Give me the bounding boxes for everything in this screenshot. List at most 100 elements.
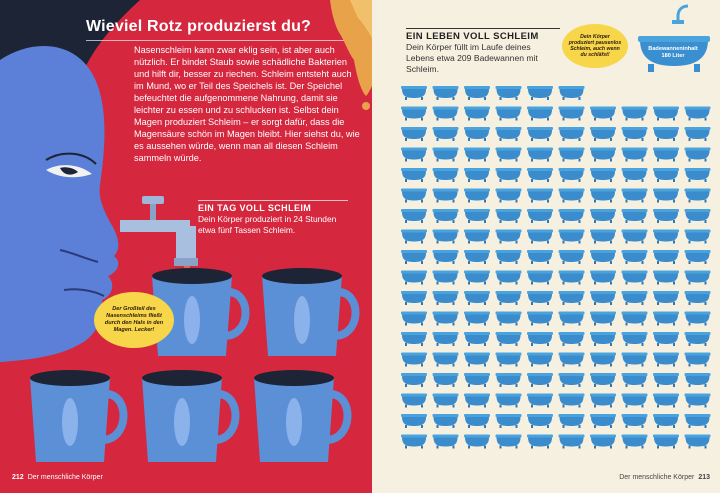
cup-5	[254, 370, 352, 462]
bathtub-icon	[464, 393, 490, 408]
bathtub-icon	[464, 86, 490, 100]
bathtub-icon	[558, 127, 585, 141]
bathtub-icon	[590, 209, 616, 223]
intro-paragraph: Nasenschleim kann zwar eklig sein, ist a…	[134, 45, 360, 163]
bathtub-icon	[590, 229, 616, 244]
bathtub-icon	[432, 352, 459, 367]
bathtub-icon	[621, 373, 648, 387]
bathtub-icon	[590, 127, 616, 141]
bathtub-icon	[495, 106, 522, 121]
bathtub-icon	[401, 106, 427, 121]
bathtub-icon	[527, 393, 553, 408]
bathtub-icon	[653, 106, 679, 121]
bathtub-icon	[527, 127, 553, 141]
cup-2	[262, 268, 360, 356]
speech-bubble: Dein Körper produziert pausenlos Schleim…	[562, 24, 628, 68]
bathtub-icon	[621, 414, 648, 428]
bathtub-icon	[621, 127, 648, 141]
bathtub-icon	[464, 168, 490, 182]
bathtub-icon	[684, 127, 711, 141]
bathtub-icon	[527, 168, 553, 182]
bathtub-icon	[464, 291, 490, 305]
bathtub-icon	[558, 86, 585, 100]
page-number: 213	[698, 474, 710, 481]
bathtub-icon	[464, 352, 490, 367]
bathtub-icon	[684, 373, 711, 387]
bathtub-icon	[432, 127, 459, 141]
bathtub-icon	[527, 86, 553, 100]
bathtub-icon	[432, 250, 459, 264]
bathtub-icon	[558, 188, 585, 203]
bathtub-icon	[653, 332, 679, 346]
bathtub-icon	[621, 291, 648, 305]
bathtub-icon	[464, 434, 490, 449]
bathtub-icon	[495, 434, 522, 449]
bathtub-icon	[684, 147, 711, 162]
cup-3	[30, 370, 128, 462]
bathtub-icon	[653, 147, 679, 162]
bathtub-icon	[401, 86, 427, 100]
bathtub-icon	[527, 188, 553, 203]
bathtub-icon	[684, 434, 711, 449]
bathtub-icon	[432, 434, 459, 449]
bathtub-icon	[590, 352, 616, 367]
bathtub-icon	[495, 127, 522, 141]
bathtub-icon	[527, 414, 553, 428]
bathtub-icon	[653, 291, 679, 305]
bathtub-icon	[558, 434, 585, 449]
face-illustration	[0, 0, 140, 363]
bathtub-icon	[495, 250, 522, 264]
bathtub-icon	[464, 332, 490, 346]
bathtub-icon	[401, 209, 427, 223]
bathtub-icon	[621, 168, 648, 182]
bathtub-icon	[464, 270, 490, 285]
bathtub-icon	[464, 229, 490, 244]
bathtub-icon	[401, 229, 427, 244]
bathtub-icon	[495, 393, 522, 408]
bathtub-icon	[401, 127, 427, 141]
bathtub-icon	[684, 393, 711, 408]
bathtub-icon	[684, 414, 711, 428]
bathtub-icon	[432, 311, 459, 326]
bathtub-icon	[401, 168, 427, 182]
bathtub-icon	[464, 106, 490, 121]
bathtub-icon	[653, 393, 679, 408]
bathtub-icon	[558, 270, 585, 285]
bathtub-icon	[558, 352, 585, 367]
bathtub-icon	[527, 332, 553, 346]
bathtub-icon	[653, 352, 679, 367]
bathtub-icon	[432, 414, 459, 428]
bathtub-icon	[432, 86, 459, 100]
bathtub-icon	[621, 106, 648, 121]
bathtub-icon	[401, 270, 427, 285]
bathtub-icon	[621, 147, 648, 162]
bathtub-icon	[684, 209, 711, 223]
cups-illustration	[30, 196, 360, 462]
bathtub-icon	[464, 127, 490, 141]
bathtub-icon	[621, 434, 648, 449]
bathtub-icon	[401, 147, 427, 162]
cup-1	[152, 268, 250, 356]
footer-text: Der menschliche Körper	[619, 474, 695, 481]
bathtub-icon	[684, 229, 711, 244]
speech-bubble: Der Großteil des Nasenschleims fließt du…	[94, 292, 174, 348]
bathtub-icon	[464, 209, 490, 223]
bathtub-icon	[684, 311, 711, 326]
bathtub-icon	[621, 352, 648, 367]
bathtub-icon	[432, 291, 459, 305]
bathtub-icon	[558, 229, 585, 244]
bathtub-icon	[495, 270, 522, 285]
bathtub-icon	[684, 106, 711, 121]
bathtub-icon	[401, 373, 427, 387]
bathtub-icon	[432, 147, 459, 162]
bathtub-grid	[401, 86, 711, 449]
bathtub-icon	[590, 270, 616, 285]
bathtub-icon	[495, 373, 522, 387]
footer-text: Der menschliche Körper	[27, 474, 103, 481]
bathtub-icon	[621, 270, 648, 285]
bathtub-icon	[653, 373, 679, 387]
bathtub-icon	[590, 106, 616, 121]
bathtub-icon	[558, 332, 585, 346]
bathtub-icon	[684, 250, 711, 264]
bathtub-icon	[495, 291, 522, 305]
